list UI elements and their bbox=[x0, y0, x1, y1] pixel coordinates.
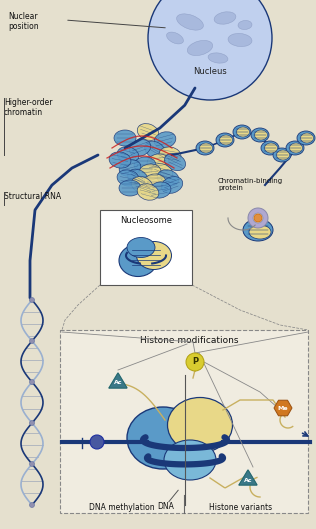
Circle shape bbox=[253, 213, 263, 223]
Ellipse shape bbox=[301, 133, 313, 143]
Ellipse shape bbox=[164, 153, 185, 171]
Ellipse shape bbox=[144, 174, 166, 190]
Ellipse shape bbox=[254, 130, 268, 140]
Ellipse shape bbox=[208, 53, 228, 63]
Circle shape bbox=[90, 435, 104, 449]
Ellipse shape bbox=[134, 157, 156, 173]
Ellipse shape bbox=[131, 177, 153, 194]
Ellipse shape bbox=[167, 32, 183, 44]
Ellipse shape bbox=[238, 21, 252, 30]
Ellipse shape bbox=[220, 135, 233, 145]
Text: Me: Me bbox=[278, 406, 288, 411]
Ellipse shape bbox=[264, 143, 277, 153]
Ellipse shape bbox=[187, 40, 213, 56]
Circle shape bbox=[254, 214, 262, 222]
Ellipse shape bbox=[139, 164, 161, 180]
Text: Histone modifications: Histone modifications bbox=[140, 336, 238, 345]
Ellipse shape bbox=[261, 141, 279, 155]
Ellipse shape bbox=[149, 182, 171, 198]
Circle shape bbox=[186, 353, 204, 371]
Circle shape bbox=[29, 339, 34, 343]
Ellipse shape bbox=[137, 124, 159, 140]
Ellipse shape bbox=[137, 184, 159, 200]
Polygon shape bbox=[239, 470, 257, 485]
Ellipse shape bbox=[129, 140, 151, 157]
Ellipse shape bbox=[137, 242, 172, 269]
Ellipse shape bbox=[114, 130, 136, 146]
Text: Nucleosome: Nucleosome bbox=[120, 216, 172, 225]
Ellipse shape bbox=[127, 238, 155, 258]
Ellipse shape bbox=[249, 225, 271, 239]
Ellipse shape bbox=[127, 407, 199, 469]
Circle shape bbox=[29, 461, 34, 467]
FancyBboxPatch shape bbox=[60, 330, 308, 513]
Ellipse shape bbox=[147, 154, 169, 170]
Ellipse shape bbox=[117, 170, 139, 186]
Circle shape bbox=[29, 503, 34, 507]
Ellipse shape bbox=[273, 148, 291, 162]
Text: Ac: Ac bbox=[244, 478, 252, 482]
Ellipse shape bbox=[233, 125, 251, 139]
Ellipse shape bbox=[297, 131, 315, 145]
Ellipse shape bbox=[196, 141, 214, 155]
Text: P: P bbox=[192, 358, 198, 367]
Circle shape bbox=[29, 297, 34, 303]
Text: Structural RNA: Structural RNA bbox=[4, 192, 61, 201]
Ellipse shape bbox=[164, 440, 216, 480]
Circle shape bbox=[248, 208, 268, 228]
Polygon shape bbox=[109, 373, 127, 388]
Ellipse shape bbox=[228, 33, 252, 47]
FancyBboxPatch shape bbox=[100, 210, 192, 285]
Ellipse shape bbox=[161, 177, 183, 194]
Text: Histone variants: Histone variants bbox=[210, 503, 273, 512]
Ellipse shape bbox=[199, 143, 212, 153]
Text: DNA methylation: DNA methylation bbox=[89, 503, 155, 512]
Ellipse shape bbox=[119, 160, 141, 176]
Text: Nuclear
position: Nuclear position bbox=[8, 12, 39, 31]
Text: DNA: DNA bbox=[157, 502, 174, 511]
Text: Chromatin-binding
protein: Chromatin-binding protein bbox=[218, 178, 283, 191]
Circle shape bbox=[29, 379, 34, 385]
Circle shape bbox=[148, 0, 272, 100]
Ellipse shape bbox=[119, 244, 157, 277]
Ellipse shape bbox=[167, 397, 233, 452]
Ellipse shape bbox=[214, 12, 236, 24]
Ellipse shape bbox=[289, 143, 302, 153]
Ellipse shape bbox=[117, 147, 139, 163]
Ellipse shape bbox=[157, 170, 179, 186]
Ellipse shape bbox=[151, 163, 173, 180]
Text: Higher-order
chromatin: Higher-order chromatin bbox=[4, 98, 52, 117]
Ellipse shape bbox=[286, 141, 304, 155]
Ellipse shape bbox=[216, 133, 234, 147]
Ellipse shape bbox=[236, 127, 250, 137]
Circle shape bbox=[29, 421, 34, 425]
Ellipse shape bbox=[128, 169, 148, 187]
Ellipse shape bbox=[276, 150, 289, 160]
Ellipse shape bbox=[154, 132, 176, 148]
Text: Nucleus: Nucleus bbox=[193, 68, 227, 77]
Ellipse shape bbox=[251, 128, 269, 142]
Ellipse shape bbox=[243, 219, 273, 241]
Ellipse shape bbox=[145, 141, 165, 159]
Ellipse shape bbox=[177, 14, 204, 30]
Ellipse shape bbox=[119, 180, 141, 196]
Ellipse shape bbox=[109, 152, 131, 168]
Ellipse shape bbox=[159, 147, 181, 163]
Text: Ac: Ac bbox=[114, 380, 122, 386]
